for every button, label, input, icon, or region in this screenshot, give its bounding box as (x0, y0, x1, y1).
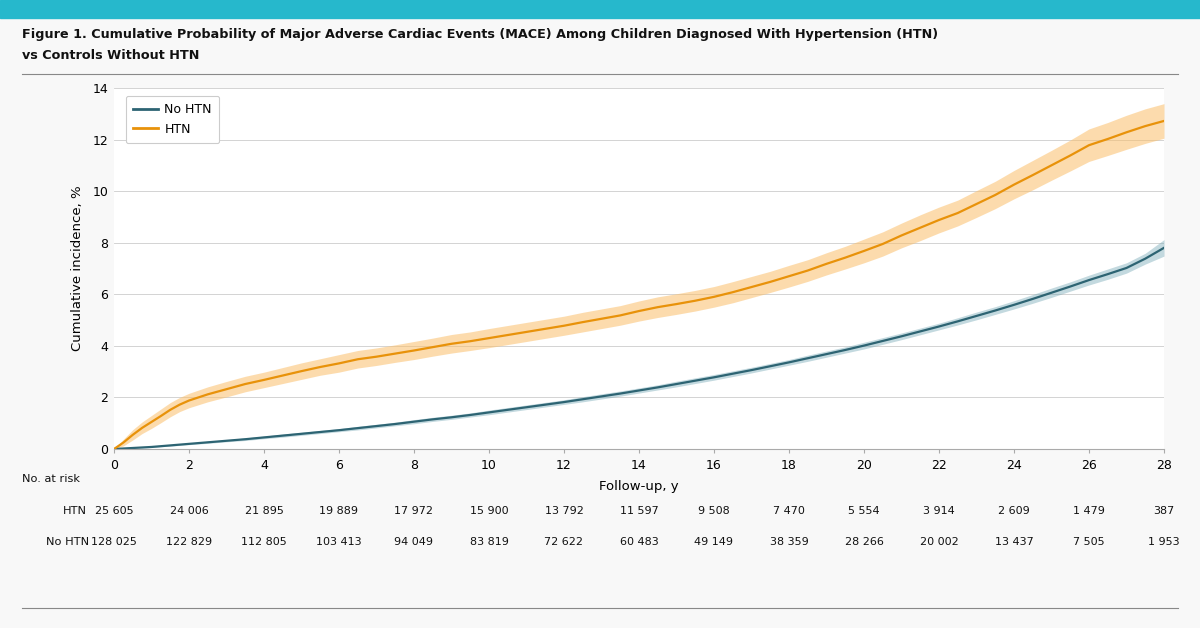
Text: 2 609: 2 609 (998, 506, 1030, 516)
Text: 24 006: 24 006 (169, 506, 209, 516)
Text: 13 792: 13 792 (545, 506, 583, 516)
Text: 128 025: 128 025 (91, 537, 137, 547)
Text: vs Controls Without HTN: vs Controls Without HTN (22, 49, 199, 62)
Text: 49 149: 49 149 (695, 537, 733, 547)
Text: 20 002: 20 002 (919, 537, 959, 547)
Text: 1 953: 1 953 (1148, 537, 1180, 547)
Text: 19 889: 19 889 (319, 506, 359, 516)
Text: 7 505: 7 505 (1073, 537, 1105, 547)
Legend: No HTN, HTN: No HTN, HTN (126, 96, 220, 143)
Text: 94 049: 94 049 (395, 537, 433, 547)
Text: 28 266: 28 266 (845, 537, 883, 547)
Text: No HTN: No HTN (46, 537, 89, 547)
Text: 7 470: 7 470 (773, 506, 805, 516)
Text: Figure 1. Cumulative Probability of Major Adverse Cardiac Events (MACE) Among Ch: Figure 1. Cumulative Probability of Majo… (22, 28, 937, 41)
Text: 9 508: 9 508 (698, 506, 730, 516)
Text: 15 900: 15 900 (469, 506, 509, 516)
Text: 387: 387 (1153, 506, 1175, 516)
Text: 38 359: 38 359 (769, 537, 809, 547)
Text: 21 895: 21 895 (245, 506, 283, 516)
Text: 103 413: 103 413 (316, 537, 362, 547)
Text: 83 819: 83 819 (469, 537, 509, 547)
Text: 72 622: 72 622 (545, 537, 583, 547)
Text: 25 605: 25 605 (95, 506, 133, 516)
Text: 13 437: 13 437 (995, 537, 1033, 547)
X-axis label: Follow-up, y: Follow-up, y (599, 480, 679, 493)
Text: HTN: HTN (62, 506, 86, 516)
Text: 17 972: 17 972 (395, 506, 433, 516)
Text: 112 805: 112 805 (241, 537, 287, 547)
Text: No. at risk: No. at risk (22, 474, 79, 484)
Y-axis label: Cumulative incidence, %: Cumulative incidence, % (71, 186, 84, 351)
Text: 122 829: 122 829 (166, 537, 212, 547)
Text: 5 554: 5 554 (848, 506, 880, 516)
Text: 1 479: 1 479 (1073, 506, 1105, 516)
Text: 11 597: 11 597 (619, 506, 659, 516)
Text: 3 914: 3 914 (923, 506, 955, 516)
Text: 60 483: 60 483 (619, 537, 659, 547)
